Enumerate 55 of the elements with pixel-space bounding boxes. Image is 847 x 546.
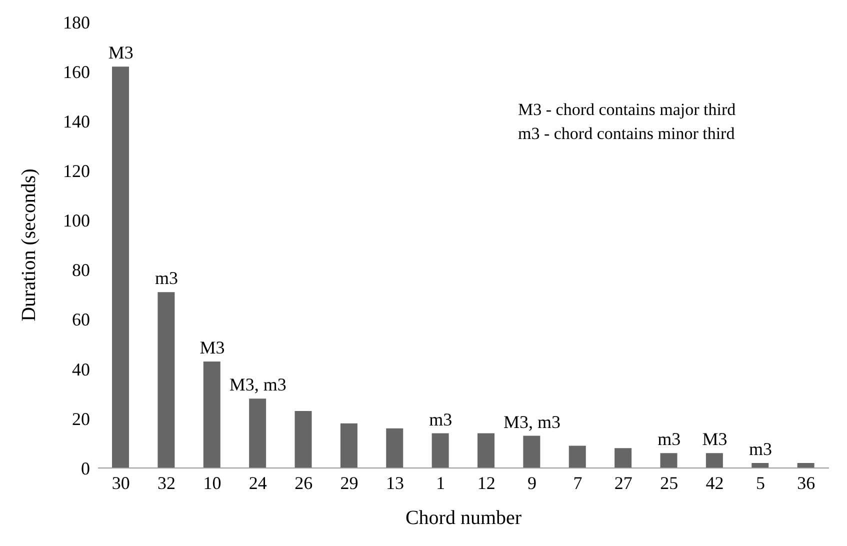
x-tick-label: 29 — [340, 472, 358, 493]
bar — [660, 453, 678, 468]
y-tick-label: 80 — [72, 260, 90, 280]
annotation: m3 — [429, 409, 452, 430]
x-tick-label: 36 — [797, 472, 816, 493]
annotation: M3 — [702, 429, 728, 450]
bar — [340, 423, 358, 468]
annotation: m3 — [658, 429, 681, 450]
bar — [523, 436, 540, 468]
x-tick-label: 30 — [112, 472, 130, 493]
bar — [249, 398, 266, 468]
x-tick-label: 32 — [158, 472, 176, 493]
x-tick-label: 25 — [660, 472, 678, 493]
annotation: M3 - chord contains major third — [518, 99, 736, 121]
bar — [752, 463, 769, 468]
bar — [203, 361, 220, 468]
bar — [432, 433, 449, 468]
x-tick-label: 5 — [756, 472, 765, 493]
bar — [158, 292, 175, 468]
y-tick-label: 100 — [63, 210, 90, 231]
x-tick-label: 9 — [528, 472, 537, 493]
x-tick-label: 10 — [203, 472, 222, 493]
annotation: M3, m3 — [504, 412, 561, 432]
y-axis-title: Duration (seconds) — [18, 168, 40, 322]
y-tick-label: 0 — [81, 458, 90, 478]
x-tick-label: 13 — [386, 472, 404, 493]
x-tick-label: 24 — [248, 472, 267, 493]
bar — [386, 428, 404, 468]
y-tick-label: 180 — [63, 12, 90, 32]
x-tick-label: 1 — [436, 472, 446, 493]
x-tick-label: 12 — [477, 472, 496, 493]
x-axis-title: Chord number — [405, 507, 522, 529]
y-tick-label: 120 — [63, 161, 90, 182]
y-tick-label: 140 — [63, 112, 90, 132]
annotation: M3 — [108, 42, 134, 63]
annotation: m3 — [748, 439, 772, 460]
y-tick-label: 20 — [72, 408, 90, 429]
x-tick-label: 42 — [706, 472, 724, 493]
annotation: M3 — [200, 337, 225, 358]
x-tick-label: 26 — [294, 472, 313, 493]
y-tick-label: 160 — [63, 62, 90, 82]
bar — [568, 446, 586, 468]
bar — [614, 448, 632, 468]
bar — [478, 433, 494, 468]
y-tick-label: 60 — [72, 310, 90, 330]
bar — [797, 463, 814, 468]
bar — [706, 453, 723, 468]
y-tick-label: 40 — [72, 359, 90, 380]
annotation: m3 — [155, 268, 178, 288]
x-tick-label: 27 — [614, 472, 632, 493]
bar — [112, 66, 129, 468]
bar — [294, 411, 312, 468]
x-tick-label: 7 — [573, 472, 582, 493]
annotation: M3, m3 — [229, 374, 286, 395]
annotation: m3 - chord contains minor third — [518, 123, 736, 145]
